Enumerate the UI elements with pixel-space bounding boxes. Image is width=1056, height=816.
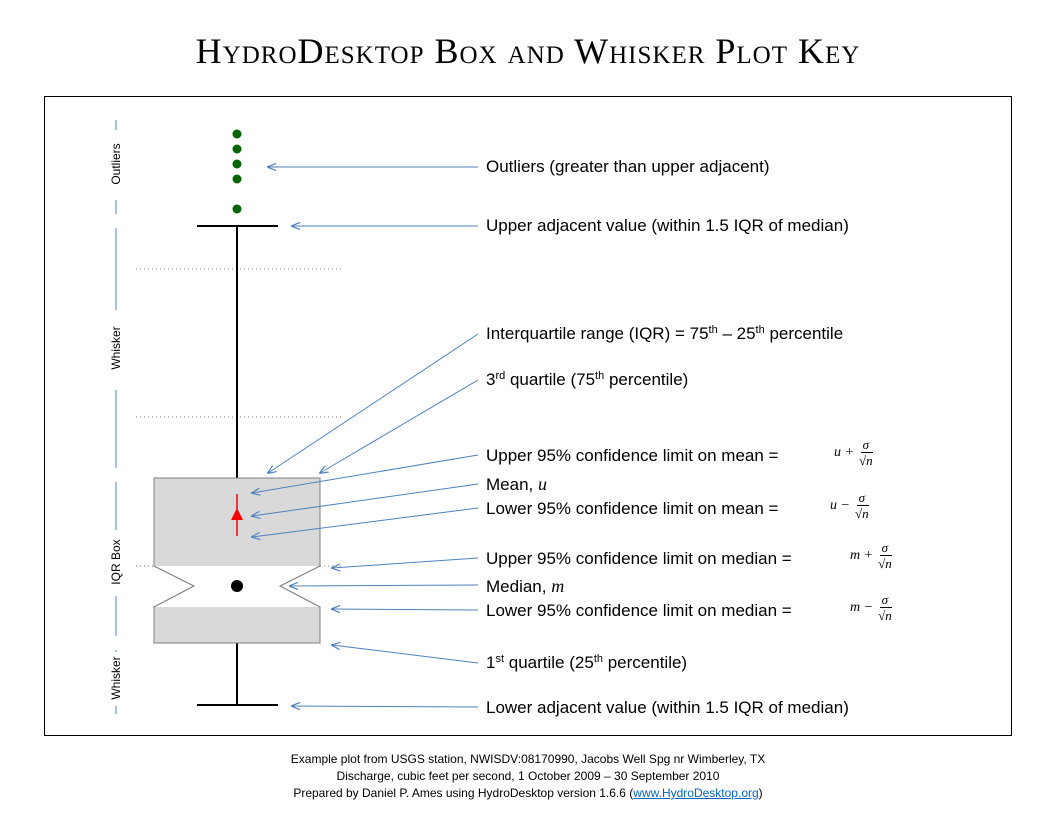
footer-line-3: Prepared by Daniel P. Ames using HydroDe… (293, 786, 763, 800)
outlier-point (232, 144, 242, 154)
label-lower-adjacent: Lower adjacent value (within 1.5 IQR of … (486, 698, 849, 717)
footer-line-2: Discharge, cubic feet per second, 1 Octo… (336, 769, 720, 783)
side-label-whisker-bottom: Whisker (109, 656, 123, 700)
median-point (231, 580, 243, 592)
label-lower-ci-mean: Lower 95% confidence limit on mean = (486, 499, 779, 518)
label-mean: Mean, u (486, 474, 547, 494)
label-third-quartile: 3rd quartile (75th percentile) (486, 370, 689, 389)
label-upper-adjacent: Upper adjacent value (within 1.5 IQR of … (486, 216, 849, 235)
outlier-point (232, 159, 242, 169)
outlier-points (232, 129, 242, 214)
label-outliers: Outliers (greater than upper adjacent) (486, 157, 770, 176)
outlier-point (232, 204, 242, 214)
footer-line-1: Example plot from USGS station, NWISDV:0… (290, 752, 766, 766)
formula-lower-mean: u − σ √n (830, 490, 869, 521)
label-lower-ci-median: Lower 95% confidence limit on median = (486, 601, 792, 620)
label-upper-ci-median: Upper 95% confidence limit on median = (486, 549, 792, 568)
formula-lower-median: m − σ √n (850, 592, 892, 623)
label-upper-ci-mean: Upper 95% confidence limit on mean = (486, 446, 779, 465)
mean-marker (231, 508, 243, 520)
page-title: HydroDesktop Box and Whisker Plot Key (195, 31, 861, 71)
callout-arrows (252, 167, 479, 707)
outlier-point (232, 174, 242, 184)
label-median: Median, m (486, 576, 565, 596)
label-first-quartile: 1st quartile (25th percentile) (486, 653, 688, 672)
diagram-frame (44, 96, 1012, 736)
side-label-iqr-box: IQR Box (109, 539, 123, 585)
side-label-whisker-top: Whisker (109, 326, 123, 370)
notch-outline (153, 565, 321, 608)
side-label-outliers: Outliers (109, 143, 123, 185)
outlier-point (232, 129, 242, 139)
label-iqr: Interquartile range (IQR) = 75th – 25th … (486, 324, 844, 343)
formula-upper-mean: u + σ √n (834, 437, 873, 468)
hydrodesktop-link[interactable]: www.HydroDesktop.org (633, 786, 759, 800)
formula-upper-median: m + σ √n (850, 540, 892, 571)
